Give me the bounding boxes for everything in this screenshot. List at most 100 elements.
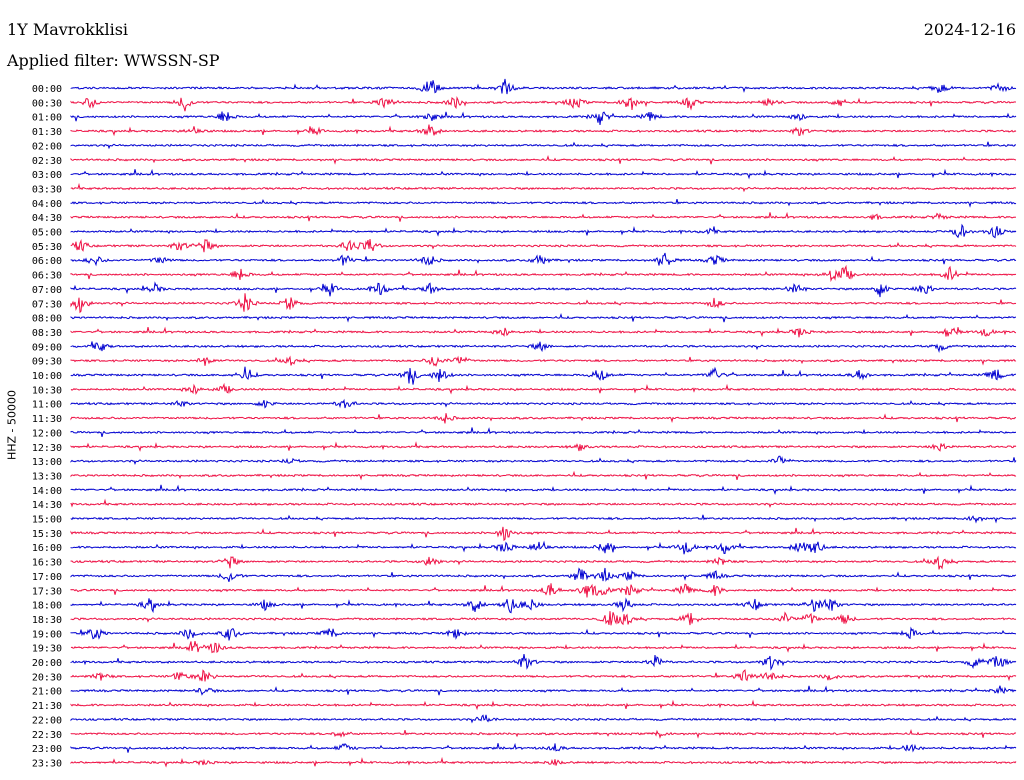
row-time-label: 14:30 bbox=[32, 500, 62, 511]
trace-row bbox=[70, 626, 1017, 641]
row-time-label: 16:00 bbox=[32, 543, 62, 554]
row-time-label: 07:00 bbox=[32, 285, 62, 296]
trace-row bbox=[70, 441, 1017, 452]
trace-row bbox=[70, 729, 1017, 739]
row-time-label: 14:00 bbox=[32, 486, 62, 497]
row-time-label: 03:30 bbox=[32, 184, 62, 195]
row-time-label: 19:30 bbox=[32, 644, 62, 655]
trace-row bbox=[70, 413, 1017, 424]
row-time-label: 05:00 bbox=[32, 228, 62, 239]
row-time-label: 22:00 bbox=[32, 715, 62, 726]
row-time-label: 01:30 bbox=[32, 127, 62, 138]
trace-row bbox=[70, 281, 1017, 298]
trace-row bbox=[70, 78, 1017, 95]
row-time-label: 10:00 bbox=[32, 371, 62, 382]
row-time-label: 07:30 bbox=[32, 299, 62, 310]
trace-row bbox=[70, 382, 1017, 395]
row-time-label: 22:30 bbox=[32, 730, 62, 741]
trace-row bbox=[70, 341, 1017, 353]
trace-row bbox=[70, 640, 1017, 654]
station-title: 1Y Mavrokklisi bbox=[7, 20, 129, 39]
filter-label: Applied filter: WWSSN-SP bbox=[7, 51, 220, 70]
row-time-label: 02:30 bbox=[32, 156, 62, 167]
trace-row bbox=[70, 583, 1017, 598]
trace-row bbox=[70, 470, 1017, 481]
row-time-label: 06:30 bbox=[32, 271, 62, 282]
row-time-label: 23:30 bbox=[32, 758, 62, 769]
row-time-label: 21:30 bbox=[32, 701, 62, 712]
trace-row bbox=[70, 555, 1017, 570]
row-time-label: 18:00 bbox=[32, 601, 62, 612]
trace-row bbox=[70, 155, 1017, 165]
trace-row bbox=[70, 756, 1017, 768]
row-time-label: 12:00 bbox=[32, 428, 62, 439]
trace-row bbox=[70, 238, 1017, 253]
trace-row bbox=[70, 455, 1017, 465]
trace-row bbox=[70, 654, 1017, 671]
row-time-label: 10:30 bbox=[32, 385, 62, 396]
trace-row bbox=[70, 312, 1017, 323]
row-time-label: 09:00 bbox=[32, 342, 62, 353]
plot-date: 2024-12-16 bbox=[923, 20, 1016, 39]
row-time-label: 01:00 bbox=[32, 113, 62, 124]
trace-row bbox=[70, 685, 1017, 696]
trace-row bbox=[70, 211, 1017, 222]
row-time-label: 17:30 bbox=[32, 586, 62, 597]
trace-row bbox=[70, 540, 1017, 555]
row-time-label: 20:00 bbox=[32, 658, 62, 669]
row-time-label: 11:30 bbox=[32, 414, 62, 425]
row-time-label: 06:00 bbox=[32, 256, 62, 267]
row-time-label: 02:00 bbox=[32, 141, 62, 152]
trace-row bbox=[70, 111, 1017, 126]
trace-row bbox=[70, 498, 1017, 508]
trace-row bbox=[70, 95, 1016, 112]
row-time-label: 18:30 bbox=[32, 615, 62, 626]
row-time-label: 13:00 bbox=[32, 457, 62, 468]
row-time-label: 04:30 bbox=[32, 213, 62, 224]
trace-row bbox=[70, 427, 1017, 438]
trace-row bbox=[70, 198, 1017, 208]
row-time-label: 00:30 bbox=[32, 98, 62, 109]
row-time-label: 21:00 bbox=[32, 687, 62, 698]
row-time-label: 20:30 bbox=[32, 672, 62, 683]
row-time-label: 03:00 bbox=[32, 170, 62, 181]
trace-row bbox=[70, 597, 1017, 614]
row-time-label: 05:30 bbox=[32, 242, 62, 253]
trace-row bbox=[70, 355, 1017, 367]
row-time-label: 16:30 bbox=[32, 558, 62, 569]
row-time-label: 08:30 bbox=[32, 328, 62, 339]
row-time-label: 09:30 bbox=[32, 357, 62, 368]
trace-row bbox=[70, 714, 1017, 724]
trace-row bbox=[70, 293, 1017, 314]
trace-row bbox=[70, 611, 1017, 626]
trace-row bbox=[70, 182, 1017, 193]
trace-row bbox=[70, 742, 1017, 753]
row-time-label: 15:00 bbox=[32, 515, 62, 526]
trace-row bbox=[70, 252, 1017, 267]
trace-row bbox=[70, 141, 1016, 150]
trace-row bbox=[70, 699, 1017, 711]
trace-row bbox=[70, 514, 1017, 524]
trace-row bbox=[70, 366, 1016, 385]
seismic-traces bbox=[70, 78, 1017, 768]
row-time-label: 19:00 bbox=[32, 629, 62, 640]
row-time-label: 12:30 bbox=[32, 443, 62, 454]
trace-row bbox=[70, 326, 1017, 338]
trace-row bbox=[70, 567, 1017, 582]
trace-row bbox=[70, 124, 1017, 137]
trace-row bbox=[70, 398, 1017, 409]
row-time-label: 15:30 bbox=[32, 529, 62, 540]
trace-row bbox=[70, 264, 1017, 283]
row-time-label: 13:30 bbox=[32, 471, 62, 482]
trace-row bbox=[70, 669, 1017, 682]
row-time-label: 23:00 bbox=[32, 744, 62, 755]
row-time-label: 04:00 bbox=[32, 199, 62, 210]
trace-row bbox=[70, 223, 1017, 239]
row-time-labels: 00:00 00:30 01:00 01:30 02:00 02:30 03:00 03:30… bbox=[32, 84, 62, 769]
trace-row bbox=[70, 168, 1017, 180]
row-time-label: 08:00 bbox=[32, 314, 62, 325]
row-time-label: 11:00 bbox=[32, 400, 62, 411]
row-time-label: 00:00 bbox=[32, 84, 62, 95]
trace-row bbox=[70, 526, 1017, 542]
